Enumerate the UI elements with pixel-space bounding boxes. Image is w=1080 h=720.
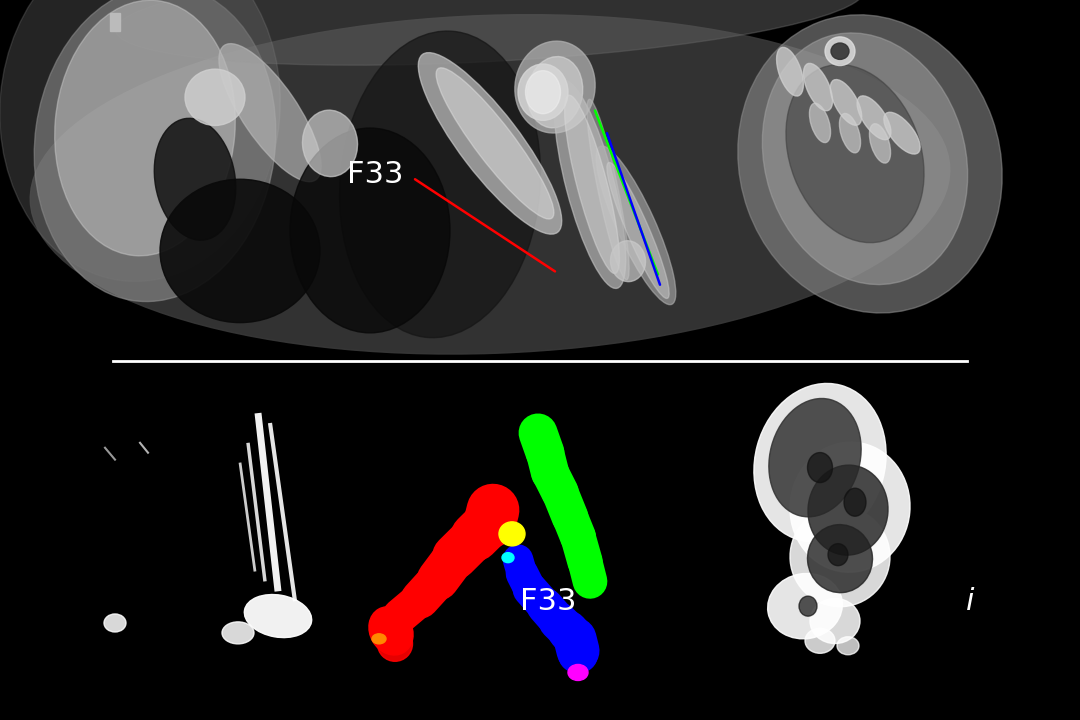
- Ellipse shape: [883, 112, 920, 154]
- Bar: [110, 13, 120, 31]
- Ellipse shape: [762, 33, 968, 284]
- Ellipse shape: [769, 398, 861, 517]
- Ellipse shape: [104, 614, 126, 632]
- Ellipse shape: [869, 124, 891, 163]
- Ellipse shape: [219, 44, 321, 181]
- Ellipse shape: [185, 69, 245, 125]
- Ellipse shape: [154, 118, 235, 240]
- Text: F33: F33: [347, 160, 403, 189]
- Ellipse shape: [810, 598, 860, 644]
- Ellipse shape: [738, 15, 1002, 313]
- Ellipse shape: [805, 629, 835, 653]
- Ellipse shape: [372, 634, 386, 644]
- Ellipse shape: [808, 525, 873, 593]
- Text: F33: F33: [519, 587, 577, 616]
- Ellipse shape: [222, 622, 254, 644]
- Ellipse shape: [502, 553, 514, 562]
- Ellipse shape: [291, 128, 450, 333]
- Ellipse shape: [55, 0, 235, 256]
- Ellipse shape: [837, 636, 859, 654]
- Ellipse shape: [831, 43, 849, 60]
- Ellipse shape: [596, 146, 676, 305]
- Ellipse shape: [302, 110, 357, 176]
- Ellipse shape: [789, 507, 890, 607]
- Ellipse shape: [378, 626, 413, 661]
- Ellipse shape: [30, 14, 949, 354]
- Ellipse shape: [0, 0, 280, 282]
- Ellipse shape: [607, 163, 670, 299]
- Ellipse shape: [554, 81, 625, 289]
- Ellipse shape: [515, 41, 595, 133]
- Ellipse shape: [808, 465, 888, 555]
- Ellipse shape: [843, 488, 866, 516]
- Ellipse shape: [786, 65, 924, 243]
- Ellipse shape: [825, 37, 855, 66]
- Ellipse shape: [526, 71, 561, 114]
- Ellipse shape: [559, 639, 597, 672]
- Ellipse shape: [828, 544, 848, 566]
- Ellipse shape: [809, 103, 831, 143]
- Ellipse shape: [436, 68, 554, 219]
- Ellipse shape: [610, 240, 646, 282]
- Ellipse shape: [339, 31, 540, 338]
- Ellipse shape: [839, 114, 861, 153]
- Ellipse shape: [799, 596, 816, 616]
- Ellipse shape: [116, 0, 864, 66]
- Ellipse shape: [527, 57, 583, 128]
- Ellipse shape: [499, 522, 525, 546]
- Ellipse shape: [518, 64, 568, 120]
- Ellipse shape: [35, 0, 275, 302]
- Ellipse shape: [804, 63, 833, 111]
- Ellipse shape: [586, 99, 630, 279]
- Ellipse shape: [808, 453, 833, 482]
- Ellipse shape: [565, 95, 620, 274]
- Ellipse shape: [527, 419, 549, 437]
- Ellipse shape: [858, 96, 891, 140]
- Text: i: i: [966, 587, 974, 616]
- Ellipse shape: [369, 607, 413, 655]
- Ellipse shape: [789, 442, 910, 572]
- Ellipse shape: [568, 665, 588, 680]
- Ellipse shape: [160, 179, 320, 323]
- Ellipse shape: [777, 48, 804, 96]
- Ellipse shape: [754, 384, 886, 541]
- Ellipse shape: [244, 595, 312, 638]
- Ellipse shape: [768, 573, 842, 639]
- Ellipse shape: [418, 53, 562, 234]
- Ellipse shape: [831, 79, 862, 125]
